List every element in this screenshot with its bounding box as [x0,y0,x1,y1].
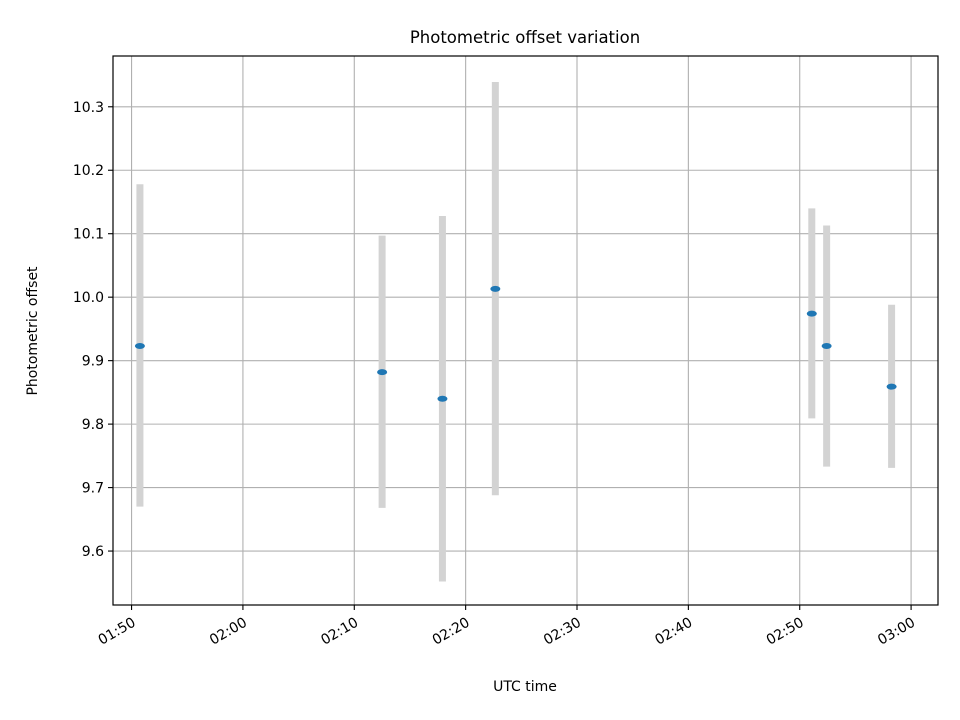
data-point [134,343,145,350]
data-point [886,383,897,390]
y-tick-label: 9.9 [82,354,104,370]
data-point [806,310,817,317]
y-tick-label: 10.1 [73,227,104,243]
y-tick-label: 10.2 [73,163,104,179]
data-point [490,285,501,292]
grid-lines [113,56,938,605]
x-axis-label: UTC time [493,679,557,695]
chart-title: Photometric offset variation [410,28,640,47]
y-axis-label: Photometric offset [25,266,41,396]
data-point [437,395,448,402]
y-tick-label: 9.8 [82,417,104,433]
y-tick-label: 10.0 [73,290,104,306]
plot-area-frame [112,55,939,606]
y-tick-label: 9.6 [82,544,104,560]
data-points [134,285,897,402]
data-point [377,369,388,376]
data-point [821,343,832,350]
y-tick-label: 9.7 [82,481,104,497]
y-tick-label: 10.3 [73,100,104,116]
